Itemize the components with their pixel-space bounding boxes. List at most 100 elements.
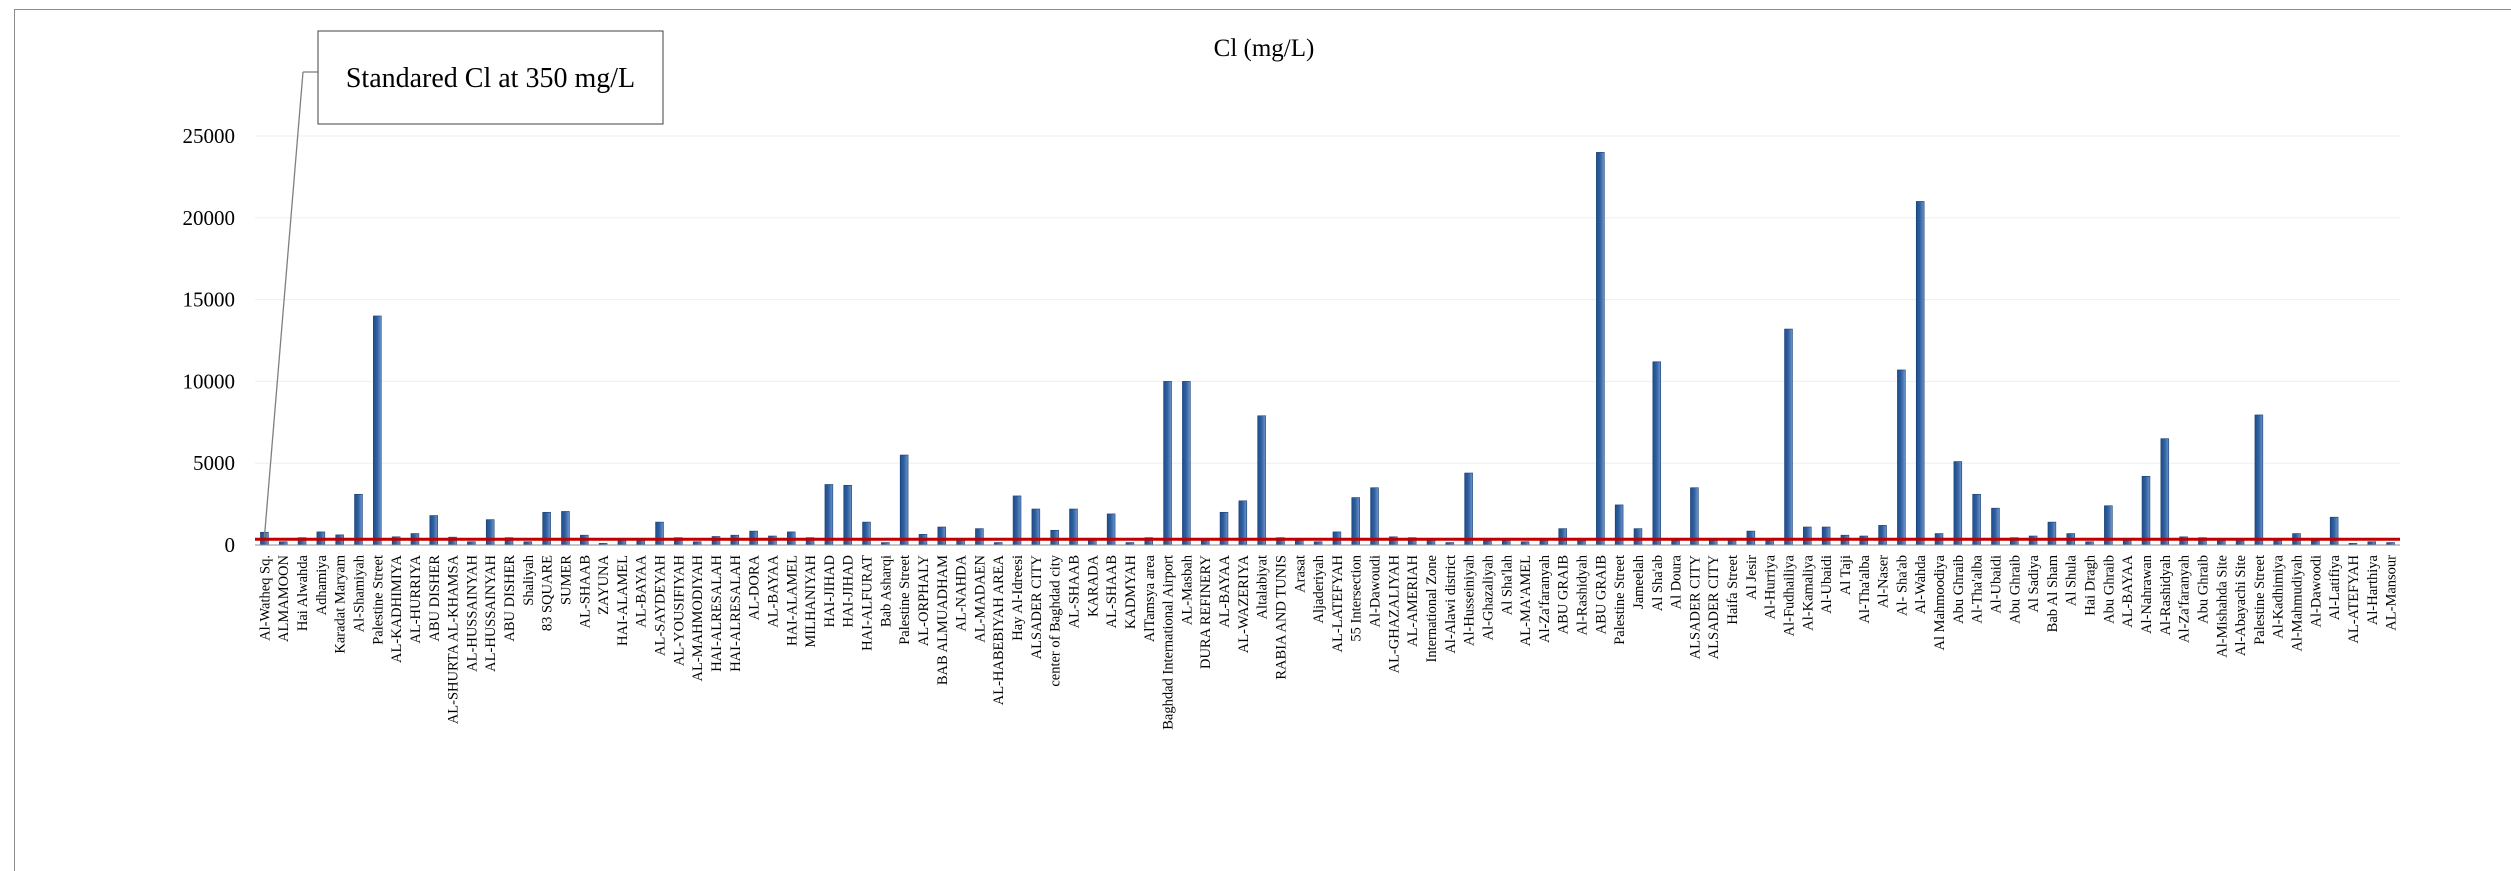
x-tick-label: Al-Husseiniyah: [1462, 554, 1478, 646]
x-tick-label: Al-Tha'alba: [1970, 554, 1986, 623]
y-tick-label: 15000: [183, 288, 236, 312]
x-tick-label: Al-Tha'alba: [1857, 554, 1873, 623]
bar: [1050, 529, 1059, 546]
bar: [1878, 525, 1887, 546]
bar: [1915, 201, 1925, 546]
x-tick-label: Al-Ubaidi: [1988, 555, 2004, 614]
bar: [1539, 539, 1549, 546]
x-tick-label: AL-KADHIMIYA: [389, 554, 405, 662]
x-tick-label: AL-SHAAB: [1066, 555, 1082, 628]
bar: [899, 454, 909, 546]
y-tick-label: 10000: [183, 369, 236, 393]
x-tick-label: Al-Naser: [1876, 555, 1892, 608]
x-tick-label: RABIA AND TUNIS: [1273, 555, 1289, 680]
bar: [1558, 528, 1567, 546]
x-tick-label: AL-NAHDA: [954, 554, 970, 631]
bar: [373, 315, 382, 546]
x-tick-label: Al-Fudhailiya: [1781, 554, 1797, 636]
x-tick-label: AL-GHAZALIYAH: [1386, 554, 1402, 673]
x-tick-label: AL-ORPHALY: [916, 554, 932, 646]
x-tick-label: Al-Kamaliya: [1800, 554, 1816, 630]
bar: [1821, 526, 1831, 546]
bar: [2047, 521, 2057, 546]
bar: [655, 521, 664, 546]
bar: [354, 493, 363, 546]
x-tick-label: Al Shula: [2064, 554, 2080, 606]
x-tick-label: Al-Hurriya: [1763, 554, 1779, 619]
x-tick-label: AL-WAZERIYA: [1236, 554, 1252, 653]
x-tick-label: Karadat Maryam: [333, 554, 349, 653]
x-tick-label: Al Jesir: [1744, 555, 1760, 600]
x-tick-label: AL-SHAAB: [1104, 555, 1120, 628]
x-tick-label: Al-Shamiyah: [351, 554, 367, 632]
bar: [1784, 328, 1793, 546]
x-tick-label: KADMYAH: [1123, 554, 1139, 629]
x-tick-label: Al Sha'ab: [1650, 555, 1666, 611]
bar: [1577, 540, 1586, 546]
bar: [2217, 540, 2226, 546]
x-tick-label: Palestine Street: [370, 555, 386, 645]
bar: [1370, 487, 1379, 546]
x-tick-label: Al-Mahmudiyah: [2290, 554, 2306, 651]
x-tick-label: Palestine Street: [2252, 555, 2268, 645]
x-tick-label: Al-Rashidyah: [2158, 554, 2174, 635]
bar: [1972, 493, 1981, 546]
x-tick-label: HAI-JIHAD: [841, 555, 857, 628]
x-tick-label: Al-Latifiya: [2327, 554, 2343, 620]
x-tick-label: MILHANIYAH: [803, 554, 819, 647]
x-tick-label: AL-SAYDEYAH: [653, 554, 669, 655]
x-tick-label: AlTamsya area: [1142, 554, 1158, 642]
x-tick-label: AL-HUSSAINYAH: [483, 554, 499, 671]
x-tick-label: KARADA: [1085, 554, 1101, 617]
x-tick-label: center of Baghdad city: [1048, 554, 1064, 686]
x-tick-label: AL-ATEFYAH: [2346, 554, 2362, 643]
x-tick-label: AL-BAYAA: [1217, 554, 1233, 627]
bar: [2273, 539, 2282, 546]
x-tick-label: Haifa Street: [1725, 555, 1741, 625]
chart-frame: [14, 9, 2511, 871]
x-tick-label: Abu Ghraib: [2101, 555, 2117, 624]
x-tick-label: Al-Za'faranyah: [2177, 554, 2193, 643]
x-tick-label: AL-MADAEN: [972, 554, 988, 642]
x-tick-label: Hay Al-Idreesi: [1010, 555, 1026, 641]
bar: [1483, 540, 1492, 546]
x-tick-label: Al Taji: [1838, 555, 1854, 595]
bar: [2254, 414, 2264, 546]
x-tick-label: Hai Dragh: [2083, 554, 2099, 616]
x-tick-label: Al Sadiya: [2026, 554, 2042, 612]
x-tick-label: Al-Ubaidi: [1819, 555, 1835, 614]
x-tick-label: HAI-ALRESALAH: [728, 554, 744, 671]
x-tick-label: ABU GRAIB: [1593, 555, 1609, 634]
x-tick-label: Aljaderiyah: [1311, 554, 1327, 623]
gridlines: [255, 135, 2400, 464]
x-tick-label: Al-Ghazaliyah: [1480, 554, 1496, 640]
x-tick-label: Baghdad International Airport: [1161, 555, 1177, 730]
x-tick-label: Jameelah: [1631, 554, 1647, 609]
x-tick-label: AL-DORA: [747, 554, 763, 620]
x-tick-label: Hai Alwahda: [295, 554, 311, 631]
x-tick-label: ALSADER CITY: [1687, 554, 1703, 659]
x-tick-label: HAI-JIHAD: [822, 555, 838, 628]
x-tick-label: ABU DISHER: [502, 555, 518, 642]
x-tick-label: AL-AMERIAH: [1405, 554, 1421, 646]
x-tick-label: AL-SHAAB: [577, 555, 593, 628]
x-tick-label: AL-YOUSIFIYAH: [671, 554, 687, 666]
x-axis-labels: Al-Watheq Sq. ALMAMOON Hai Alwahda Adhamiya…: [257, 554, 2399, 730]
x-tick-label: AL-Mansour: [2384, 555, 2400, 631]
bar: [937, 526, 947, 546]
x-tick-label: Bab Asharqi: [878, 555, 894, 627]
x-tick-label: AL-HABEBIYAH AREA: [991, 554, 1007, 705]
bar: [2235, 540, 2245, 546]
x-tick-label: Al-Dawoudi: [1368, 555, 1384, 628]
annotation-box: [317, 30, 664, 125]
x-tick-label: HAI-ALFURAT: [860, 555, 876, 651]
x-tick-label: AL-BAYAA: [765, 554, 781, 627]
bar: [1182, 381, 1191, 546]
x-tick-label: Al-Wahda: [1913, 554, 1929, 614]
bar: [1012, 495, 1022, 546]
bar: [1652, 361, 1662, 546]
x-tick-label: SUMER: [558, 555, 574, 605]
bar: [824, 484, 834, 546]
bar: [1690, 487, 1699, 546]
